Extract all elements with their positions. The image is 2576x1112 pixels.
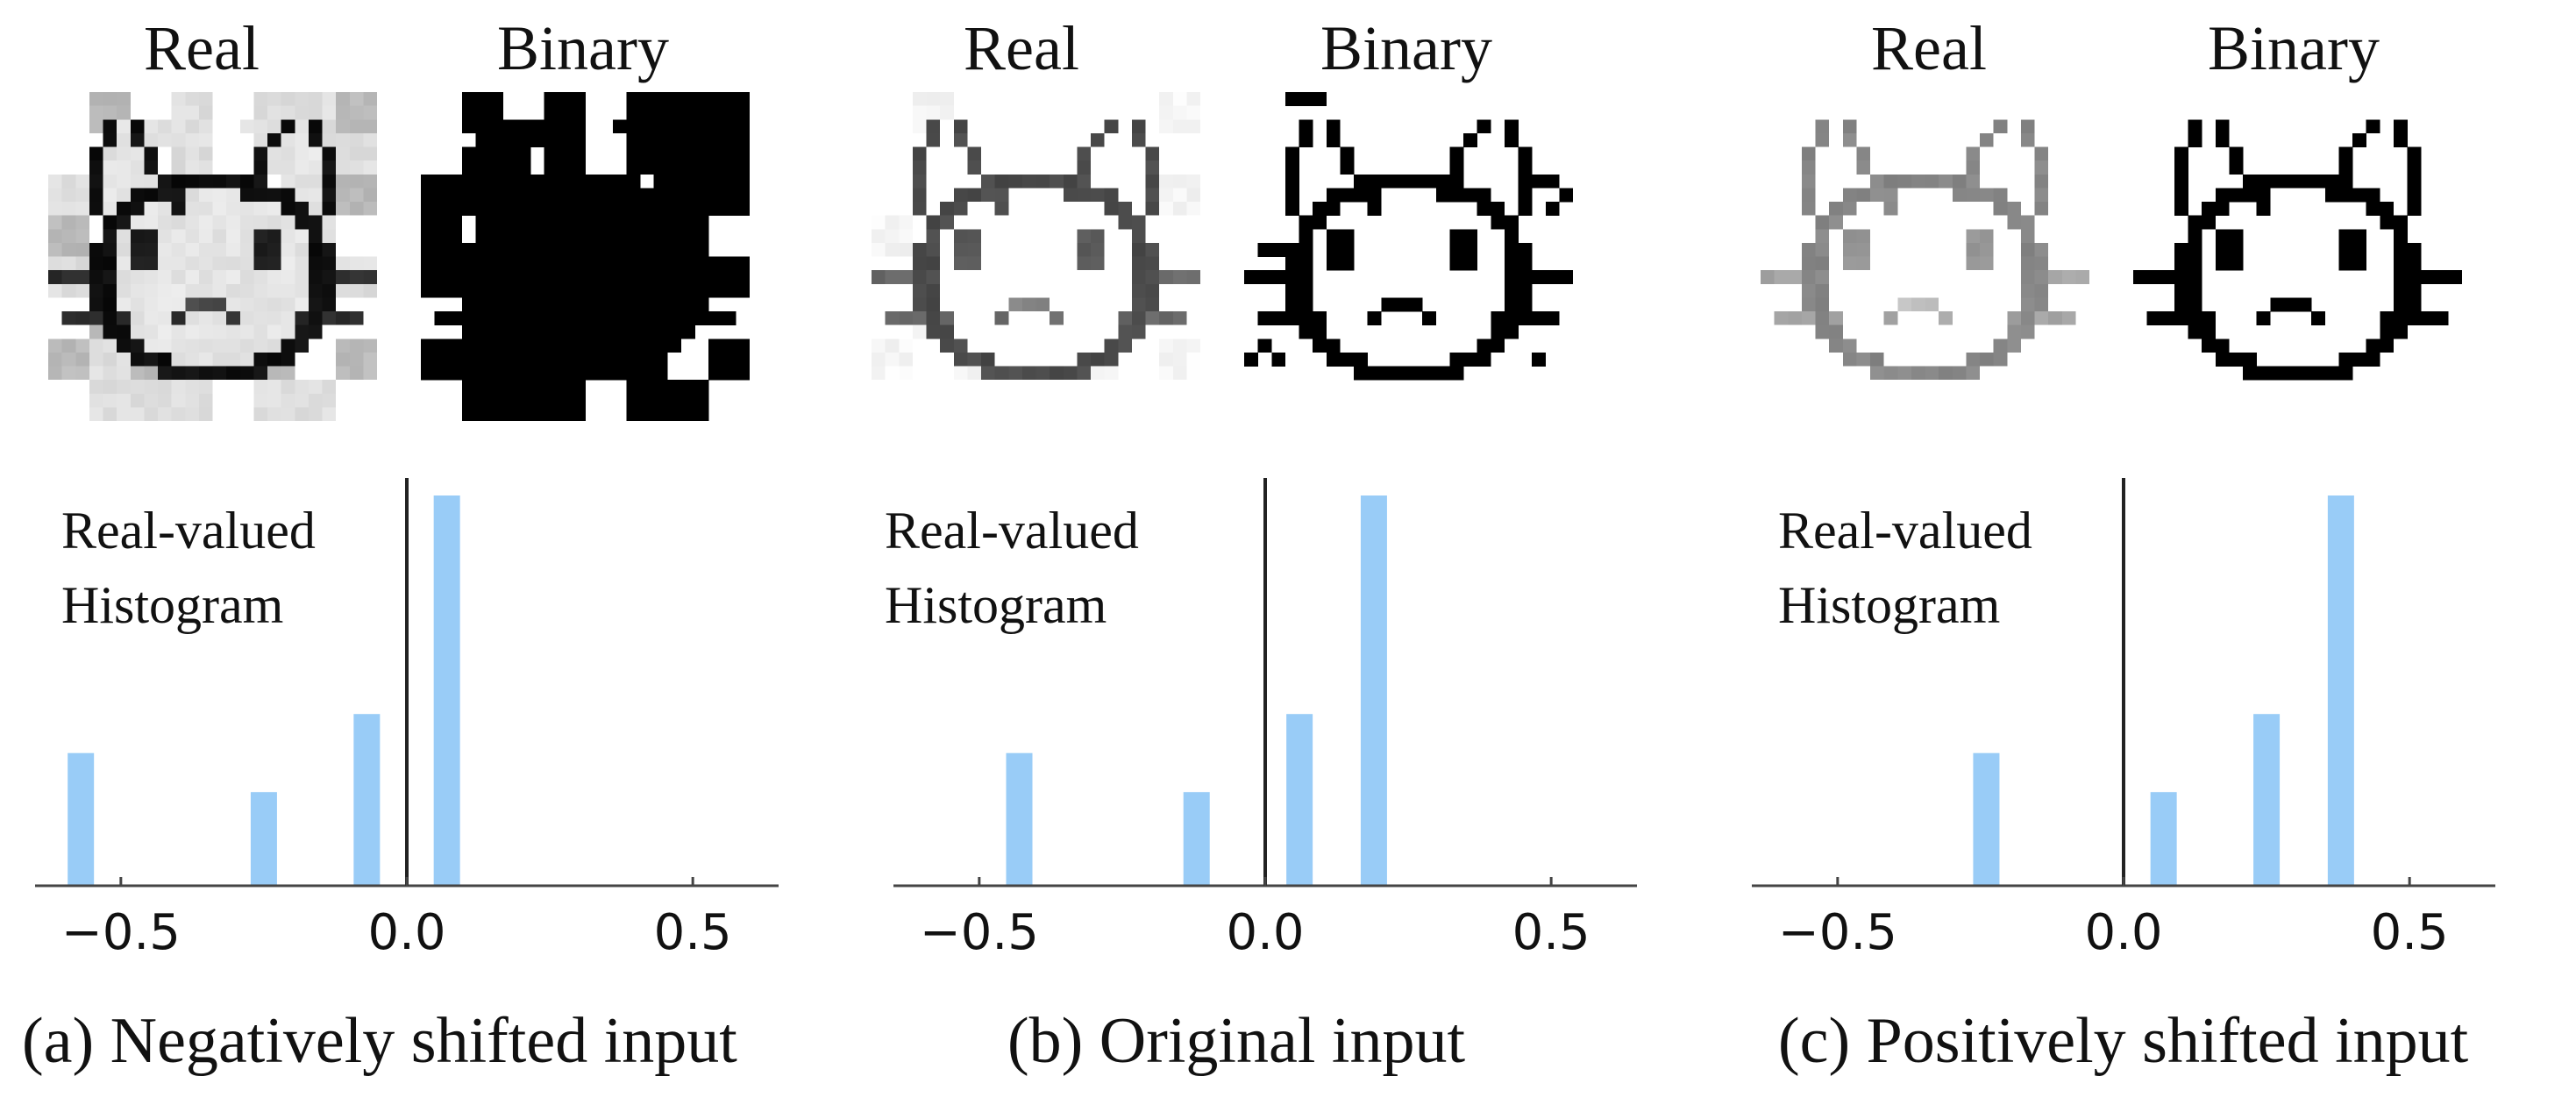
histogram-bar [1286, 714, 1313, 886]
real-image-label: Real [144, 13, 260, 83]
histogram-bar [2253, 714, 2281, 886]
panel-caption: (c) Positively shifted input [1778, 1005, 2469, 1077]
binary-image-label: Binary [497, 13, 669, 83]
histogram-label-line2: Histogram [885, 576, 1107, 634]
x-tick-label: −0.5 [920, 904, 1039, 961]
real-cat-image [48, 92, 377, 421]
histogram-bar [1360, 495, 1387, 886]
x-tick-label: 0.0 [2084, 904, 2162, 961]
real-cat-image [872, 92, 1200, 421]
histogram-label-line1: Real-valued [885, 502, 1139, 560]
binary-image-label: Binary [1320, 13, 1492, 83]
binary-image-label: Binary [2208, 13, 2380, 83]
x-tick-label: −0.5 [61, 904, 181, 961]
histogram-bar [1183, 792, 1210, 886]
histogram-bar [2150, 792, 2177, 886]
panel-negatively-shifted: Real Binary −0.5 0.0 0.5 Real-valued Histo… [0, 0, 858, 1112]
histogram-bar [1006, 752, 1033, 886]
histogram-svg: −0.5 0.0 0.5 [35, 478, 779, 961]
histogram-label-line1: Real-valued [61, 502, 316, 560]
histogram-chart: −0.5 0.0 0.5 [858, 478, 1717, 969]
histogram-bar [2327, 495, 2354, 886]
histogram-label-line2: Histogram [61, 576, 284, 634]
x-tick-label: 0.5 [1512, 904, 1590, 961]
panel-original: Real Binary −0.5 0.0 0.5 Real-valued Histo… [858, 0, 1717, 1112]
x-tick-label: 0.0 [1226, 904, 1304, 961]
real-image-label: Real [964, 13, 1079, 83]
x-tick-label: −0.5 [1778, 904, 1897, 961]
x-tick-label: 0.0 [367, 904, 445, 961]
histogram-bar [433, 495, 460, 886]
x-tick-label: 0.5 [654, 904, 732, 961]
binary-cat-image [421, 92, 750, 421]
histogram-chart: −0.5 0.0 0.5 [1717, 478, 2575, 969]
histogram-bar [250, 792, 277, 886]
x-tick-label: 0.5 [2371, 904, 2449, 961]
histogram-bar [1973, 752, 2000, 886]
histogram-svg: −0.5 0.0 0.5 [893, 478, 1637, 961]
real-cat-image [1761, 92, 2089, 421]
histogram-bar [68, 752, 95, 886]
panel-positively-shifted: Real Binary −0.5 0.0 0.5 Real-valued Histo… [1717, 0, 2575, 1112]
panel-caption: (a) Negatively shifted input [22, 1005, 737, 1077]
panel-caption: (b) Original input [1007, 1005, 1466, 1077]
real-image-label: Real [1871, 13, 1987, 83]
histogram-bar [353, 714, 381, 886]
histogram-svg: −0.5 0.0 0.5 [1752, 478, 2495, 961]
binary-cat-image [2133, 92, 2462, 421]
histogram-label-line1: Real-valued [1778, 502, 2032, 560]
binary-cat-image [1244, 92, 1573, 421]
histogram-chart: −0.5 0.0 0.5 [0, 478, 858, 969]
histogram-label-line2: Histogram [1778, 576, 2001, 634]
